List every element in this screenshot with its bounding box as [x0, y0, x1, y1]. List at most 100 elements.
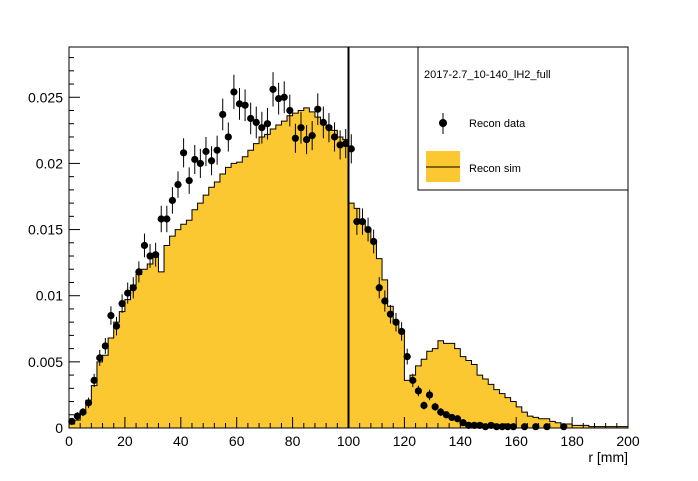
data-point: [247, 102, 255, 135]
data-marker: [68, 417, 76, 425]
y-tick-label: 0.025: [28, 89, 63, 105]
data-marker: [79, 408, 87, 416]
x-tick-label: 20: [117, 433, 133, 449]
data-marker: [118, 300, 126, 308]
x-tick-label: 120: [393, 433, 417, 449]
data-marker: [90, 376, 98, 384]
data-point: [286, 94, 294, 127]
data-point: [135, 261, 143, 283]
data-point: [185, 167, 193, 194]
data-marker: [207, 157, 216, 165]
data-marker: [319, 118, 327, 127]
data-point: [68, 417, 76, 425]
data-point: [163, 205, 171, 233]
data-marker: [381, 297, 389, 305]
x-tick-label: 200: [616, 433, 640, 449]
data-point: [465, 421, 473, 429]
data-point: [107, 306, 115, 325]
data-point: [179, 138, 188, 168]
data-point: [129, 277, 137, 299]
data-point: [157, 205, 165, 233]
data-point: [392, 312, 400, 332]
data-point: [381, 290, 389, 312]
data-marker: [448, 413, 456, 422]
data-point: [269, 72, 277, 107]
data-point: [297, 111, 305, 144]
data-point: [112, 316, 121, 336]
data-marker: [191, 155, 199, 164]
data-point: [431, 402, 439, 411]
legend-label-sim: Recon sim: [469, 163, 521, 175]
data-marker: [107, 311, 115, 320]
data-marker: [112, 322, 121, 330]
data-marker: [308, 132, 316, 140]
data-marker: [364, 225, 372, 234]
data-marker: [185, 177, 193, 185]
data-point: [202, 136, 210, 167]
y-tick-label: 0.02: [36, 155, 63, 171]
data-point: [308, 121, 316, 151]
legend: 2017-2.7_10-140_lH2_full Recon data Reco…: [417, 46, 629, 191]
data-marker: [431, 403, 439, 411]
data-marker: [213, 146, 221, 154]
y-tick-label: 0.01: [36, 288, 63, 304]
data-point: [291, 123, 299, 153]
data-point: [448, 413, 456, 422]
x-tick-label: 100: [337, 433, 361, 449]
data-point: [152, 242, 160, 267]
data-point: [174, 171, 182, 198]
data-marker: [453, 415, 462, 423]
data-point: [459, 419, 467, 427]
data-point: [358, 208, 367, 235]
data-marker: [302, 136, 311, 144]
x-tick-label: 80: [285, 433, 301, 449]
legend-sim-swatch: [426, 151, 460, 182]
data-point: [325, 113, 333, 143]
data-marker: [330, 133, 339, 141]
data-point: [386, 304, 395, 324]
data-marker: [414, 387, 422, 395]
data-marker: [386, 310, 395, 318]
data-point: [230, 74, 238, 110]
data-marker: [420, 401, 428, 410]
data-point: [118, 294, 126, 313]
data-marker: [219, 110, 227, 119]
data-point: [425, 389, 434, 401]
data-marker: [392, 318, 400, 326]
data-point: [263, 107, 272, 140]
data-point: [168, 187, 177, 214]
data-marker: [409, 376, 417, 384]
data-marker: [152, 251, 160, 259]
data-marker: [470, 421, 478, 429]
data-marker: [459, 419, 467, 427]
data-marker: [224, 133, 232, 141]
data-point: [213, 135, 221, 165]
legend-title: 2017-2.7_10-140_lH2_full: [424, 69, 551, 81]
data-point: [101, 338, 109, 354]
data-point: [224, 122, 232, 152]
data-marker: [140, 241, 149, 250]
data-marker: [286, 106, 294, 115]
data-marker: [124, 289, 132, 297]
data-marker: [465, 421, 473, 429]
data-point: [96, 349, 104, 366]
data-point: [73, 412, 81, 421]
data-point: [487, 421, 495, 429]
data-point: [403, 348, 411, 365]
data-marker: [235, 100, 244, 108]
y-tick-label: 0: [55, 420, 63, 436]
data-marker: [202, 147, 210, 156]
data-point: [258, 111, 266, 144]
data-point: [420, 401, 428, 410]
data-point: [302, 125, 311, 155]
data-point: [442, 411, 450, 419]
data-point: [437, 408, 445, 417]
x-tick-label: 0: [65, 433, 73, 449]
data-marker: [487, 421, 495, 429]
data-marker: [230, 88, 238, 96]
data-point: [84, 397, 93, 409]
data-point: [330, 122, 339, 152]
data-marker: [135, 268, 143, 276]
data-point: [414, 385, 422, 397]
